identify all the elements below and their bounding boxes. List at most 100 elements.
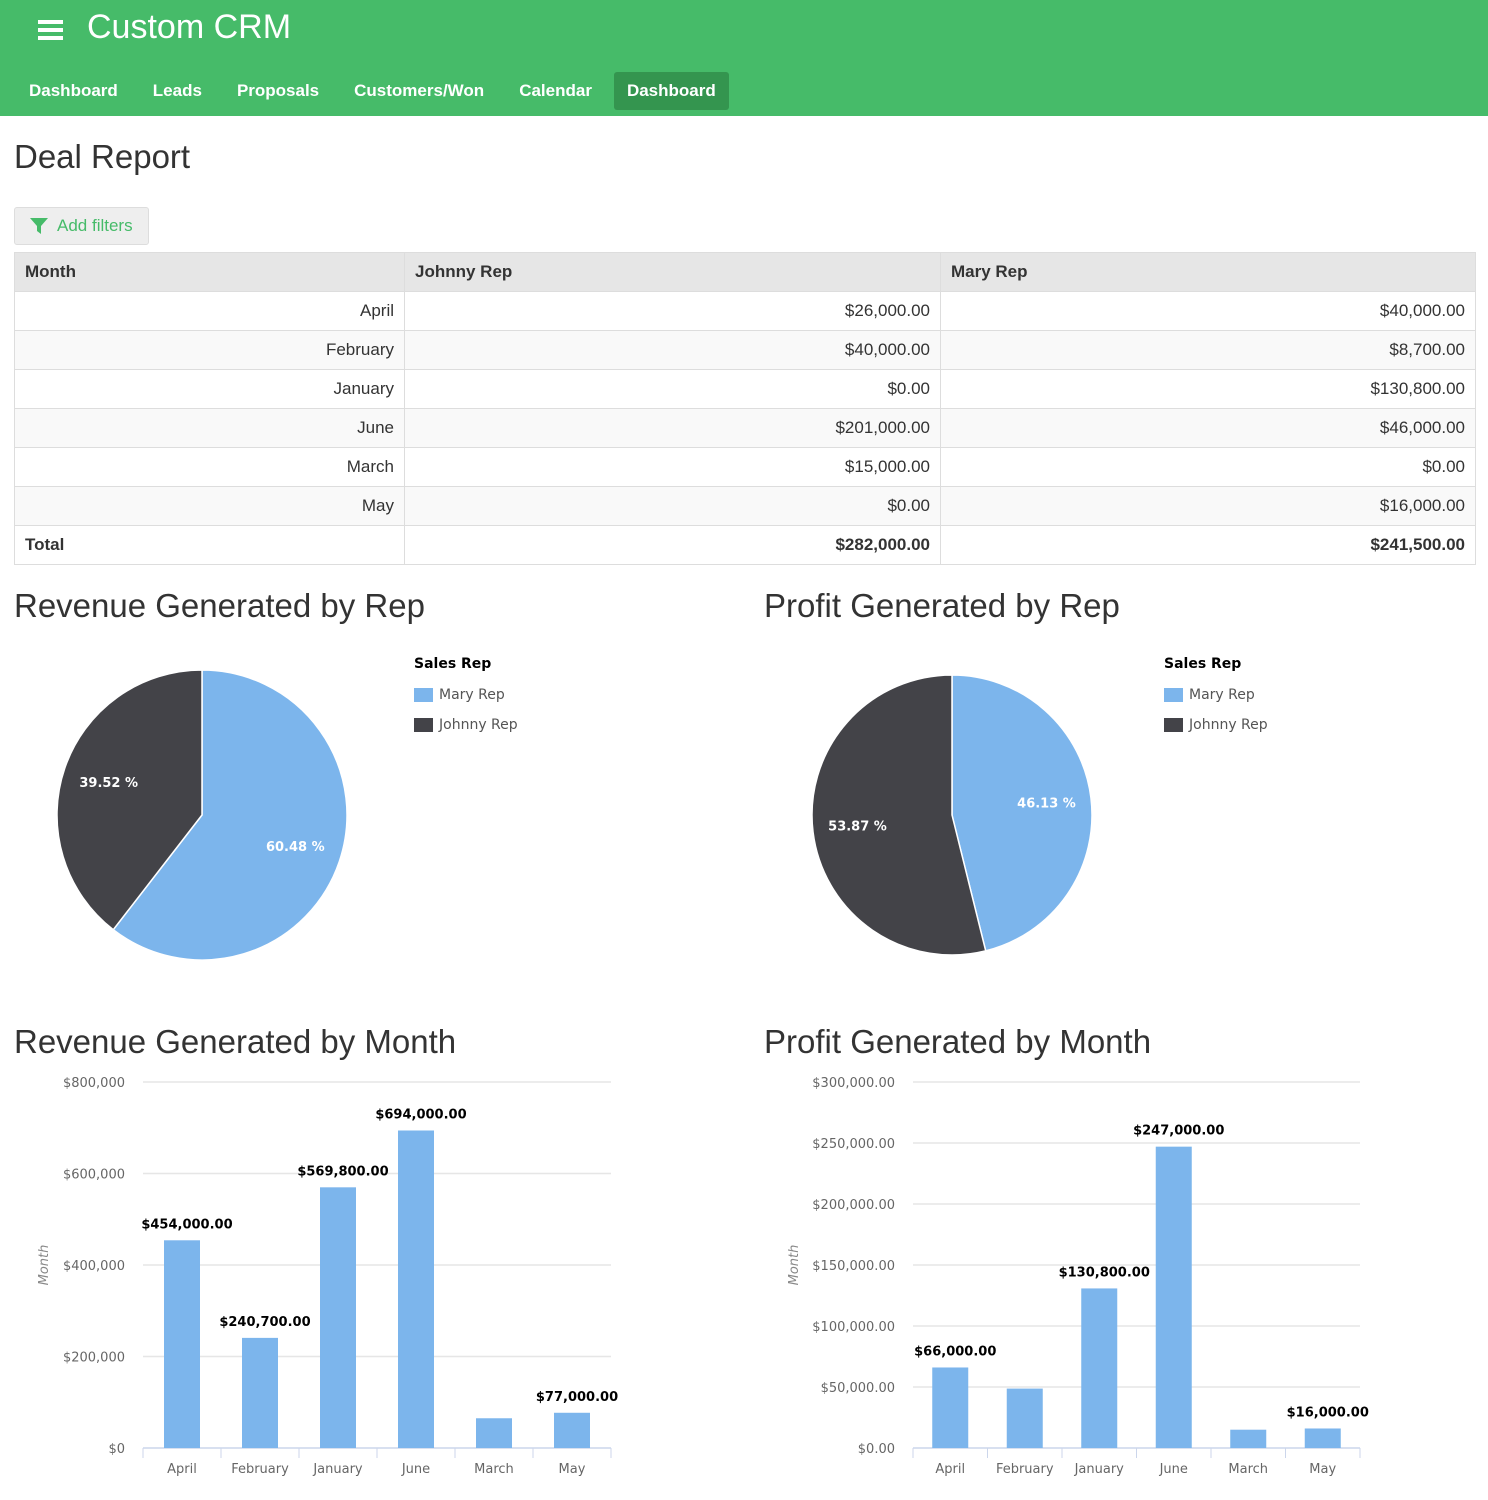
pie-data-label: 60.48 %	[266, 840, 325, 855]
legend-label: Mary Rep	[439, 687, 505, 703]
x-tick-label: March	[474, 1462, 514, 1477]
nav-dashboard-active[interactable]: Dashboard	[613, 72, 729, 110]
x-tick-label: April	[935, 1462, 965, 1477]
cell-johnny: $26,000.00	[404, 291, 941, 331]
legend-item-mary[interactable]: Mary Rep	[414, 680, 518, 710]
y-tick-label: $600,000	[63, 1168, 125, 1183]
nav-leads[interactable]: Leads	[152, 81, 202, 100]
legend-item-johnny[interactable]: Johnny Rep	[1164, 710, 1268, 740]
add-filters-button[interactable]: Add filters	[14, 207, 149, 245]
legend-item-mary[interactable]: Mary Rep	[1164, 680, 1268, 710]
header-month: Month	[14, 252, 405, 292]
bar-may	[554, 1412, 590, 1448]
cell-mary: $40,000.00	[940, 291, 1476, 331]
legend-label: Mary Rep	[1189, 687, 1255, 703]
cell-mary: $130,800.00	[940, 369, 1476, 409]
y-tick-label: $0	[108, 1442, 125, 1457]
bar-data-label: $247,000.00	[1133, 1124, 1224, 1139]
cell-mary: $16,000.00	[940, 486, 1476, 526]
table-row: May $0.00 $16,000.00	[14, 486, 1476, 526]
x-tick-label: February	[231, 1462, 289, 1477]
bar-april	[932, 1367, 969, 1448]
hamburger-menu-icon[interactable]	[38, 20, 63, 40]
table-row: March $15,000.00 $0.00	[14, 447, 1476, 487]
cell-johnny: $40,000.00	[404, 330, 941, 370]
profit-by-month-title: Profit Generated by Month	[764, 1023, 1152, 1060]
cell-johnny: $0.00	[404, 369, 941, 409]
x-tick-label: January	[1074, 1462, 1125, 1477]
x-tick-label: May	[1309, 1462, 1336, 1477]
legend-item-johnny[interactable]: Johnny Rep	[414, 710, 518, 740]
pie-slice-johnny-rep	[56, 669, 203, 931]
y-axis-title: Month	[37, 1245, 52, 1286]
revenue-legend: Sales Rep Mary Rep Johnny Rep	[414, 656, 518, 740]
cell-month: June	[14, 408, 405, 448]
x-tick-label: January	[312, 1462, 363, 1477]
y-tick-label: $50,000.00	[821, 1381, 895, 1396]
table-row: February $40,000.00 $8,700.00	[14, 330, 1476, 370]
bar-data-label: $694,000.00	[375, 1107, 466, 1122]
bar-data-label: $66,000.00	[914, 1344, 996, 1359]
table-row: April $26,000.00 $40,000.00	[14, 291, 1476, 331]
revenue-by-rep-pie: 60.48 % 39.52 %	[56, 669, 348, 961]
table-row: January $0.00 $130,800.00	[14, 369, 1476, 409]
y-tick-label: $200,000.00	[812, 1198, 895, 1213]
y-tick-label: $200,000	[63, 1351, 125, 1366]
y-tick-label: $250,000.00	[812, 1137, 895, 1152]
x-tick-label: June	[1159, 1462, 1188, 1477]
total-row: Total $282,000.00 $241,500.00	[14, 525, 1476, 565]
cell-month: April	[14, 291, 405, 331]
nav-dashboard[interactable]: Dashboard	[29, 81, 118, 100]
header-johnny: Johnny Rep	[404, 252, 941, 292]
pie-slice-mary-rep	[951, 674, 1093, 952]
pie-data-label: 46.13 %	[1017, 796, 1076, 811]
y-tick-label: $100,000.00	[812, 1320, 895, 1335]
app-header: Custom CRM Dashboard Leads Proposals Cus…	[0, 0, 1488, 116]
cell-mary: $8,700.00	[940, 330, 1476, 370]
bar-june	[1155, 1146, 1192, 1448]
bar-data-label: $130,800.00	[1059, 1265, 1150, 1280]
total-cell: Total	[14, 525, 405, 565]
nav-customers-won[interactable]: Customers/Won	[354, 81, 485, 100]
y-tick-label: $400,000	[63, 1259, 125, 1274]
legend-label: Johnny Rep	[439, 717, 518, 733]
x-tick-label: March	[1228, 1462, 1268, 1477]
pie-data-label: 39.52 %	[79, 776, 138, 791]
bar-may	[1304, 1428, 1341, 1448]
nav-proposals[interactable]: Proposals	[236, 81, 320, 100]
total-cell: $282,000.00	[404, 525, 941, 565]
x-tick-label: May	[559, 1462, 586, 1477]
app-title: Custom CRM	[87, 8, 292, 46]
nav-calendar[interactable]: Calendar	[519, 81, 592, 100]
profit-legend: Sales Rep Mary Rep Johnny Rep	[1164, 656, 1268, 740]
cell-johnny: $201,000.00	[404, 408, 941, 448]
bar-january	[1081, 1288, 1118, 1448]
bar-data-label: $16,000.00	[1287, 1405, 1369, 1420]
table-row: June $201,000.00 $46,000.00	[14, 408, 1476, 448]
filter-icon	[30, 218, 48, 234]
cell-mary: $0.00	[940, 447, 1476, 487]
profit-by-rep-title: Profit Generated by Rep	[764, 587, 1120, 624]
profit-by-month-bar-chart: $0.00 $50,000.00 $100,000.00 $150,000.00 $20…	[787, 1076, 1369, 1477]
cell-month: March	[14, 447, 405, 487]
y-tick-label: $800,000	[63, 1076, 125, 1091]
legend-title: Sales Rep	[414, 656, 492, 672]
x-tick-label: June	[401, 1462, 430, 1477]
cell-month: February	[14, 330, 405, 370]
header-mary: Mary Rep	[940, 252, 1476, 292]
legend-title: Sales Rep	[1164, 656, 1242, 672]
main-nav: Dashboard Leads Proposals Customers/Won …	[16, 72, 738, 110]
revenue-by-month-title: Revenue Generated by Month	[14, 1023, 457, 1060]
bar-march	[476, 1418, 512, 1448]
pie-data-label: 53.87 %	[828, 820, 887, 835]
cell-month: January	[14, 369, 405, 409]
bar-data-label: $454,000.00	[141, 1217, 232, 1232]
y-tick-label: $300,000.00	[812, 1076, 895, 1091]
page-title: Deal Report	[14, 138, 191, 175]
y-tick-label: $150,000.00	[812, 1259, 895, 1274]
pie-slice-johnny-rep	[811, 674, 987, 956]
pie-slice-mary-rep	[112, 669, 348, 961]
x-tick-label: February	[996, 1462, 1054, 1477]
x-tick-label: April	[167, 1462, 197, 1477]
cell-johnny: $0.00	[404, 486, 941, 526]
